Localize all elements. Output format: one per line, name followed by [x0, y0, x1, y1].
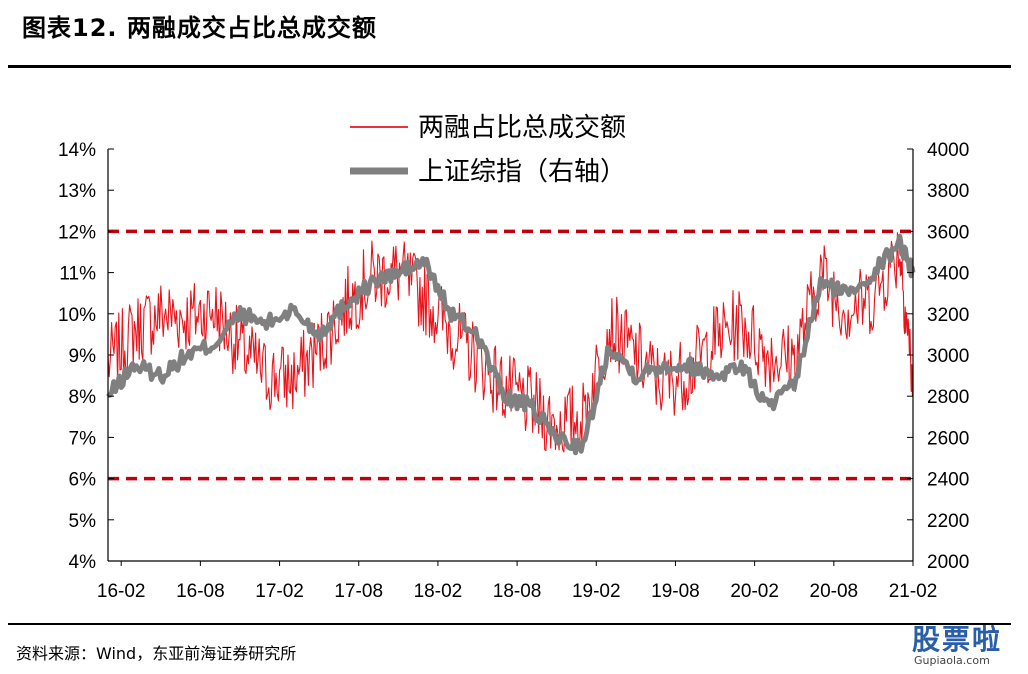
watermark-logo: 股票啦 Gupiaola.com [912, 618, 1024, 672]
left-tick-label: 8% [69, 387, 97, 408]
right-tick-label: 3800 [927, 181, 969, 202]
left-tick-label: 5% [69, 511, 97, 532]
left-tick-label: 11% [59, 264, 96, 285]
left-tick-label: 9% [69, 346, 97, 367]
x-tick-label: 16-08 [176, 581, 225, 602]
right-tick-label: 3600 [927, 222, 969, 243]
x-tick-label: 16-02 [97, 581, 146, 602]
series-lines [106, 232, 916, 456]
right-tick-label: 2000 [927, 552, 969, 573]
right-tick-label: 2200 [927, 511, 969, 532]
x-tick-label: 21-02 [889, 581, 938, 602]
x-tick-label: 17-02 [255, 581, 304, 602]
watermark-url: Gupiaola.com [914, 654, 990, 667]
left-tick-label: 14% [58, 140, 96, 161]
top-rule [8, 65, 1011, 68]
right-tick-label: 2400 [927, 470, 969, 491]
left-tick-label: 7% [69, 428, 97, 449]
x-tick-label: 20-08 [810, 581, 859, 602]
axes [107, 148, 914, 566]
threshold-lines [108, 229, 913, 481]
right-tick-label: 3200 [927, 305, 969, 326]
series-line-ratio [107, 232, 914, 453]
tick-labels: 4% 5% 6% 7% 8% 9% 10% 11% 12% 13% 14% 2000 2200 2400 2… [58, 140, 969, 602]
right-tick-label: 2800 [927, 387, 969, 408]
legend: 两融占比总成交额 上证综指（右轴） [350, 113, 626, 187]
legend-ratio-label: 两融占比总成交额 [418, 113, 626, 143]
figure-title: 图表12. 两融成交占比总成交额 [22, 14, 377, 42]
left-tick-label: 10% [58, 305, 96, 326]
right-tick-label: 4000 [927, 140, 969, 161]
x-tick-label: 18-02 [414, 581, 463, 602]
legend-index-label: 上证综指（右轴） [418, 157, 626, 187]
left-tick-label: 12% [58, 222, 96, 243]
right-tick-label: 3400 [927, 264, 969, 285]
x-tick-label: 19-02 [572, 581, 621, 602]
x-tick-label: 20-02 [730, 581, 779, 602]
source-note: 资料来源：Wind，东亚前海证券研究所 [16, 644, 297, 663]
left-tick-label: 13% [58, 181, 96, 202]
x-tick-label: 18-08 [493, 581, 542, 602]
series-line-index [106, 233, 916, 456]
left-tick-label: 6% [69, 470, 97, 491]
x-tick-label: 17-08 [334, 581, 383, 602]
x-tick-label: 19-08 [651, 581, 700, 602]
right-tick-label: 3000 [927, 346, 969, 367]
left-tick-label: 4% [69, 552, 97, 573]
right-tick-label: 2600 [927, 428, 969, 449]
bottom-rule [8, 623, 1011, 625]
watermark-text: 股票啦 [912, 623, 1003, 656]
